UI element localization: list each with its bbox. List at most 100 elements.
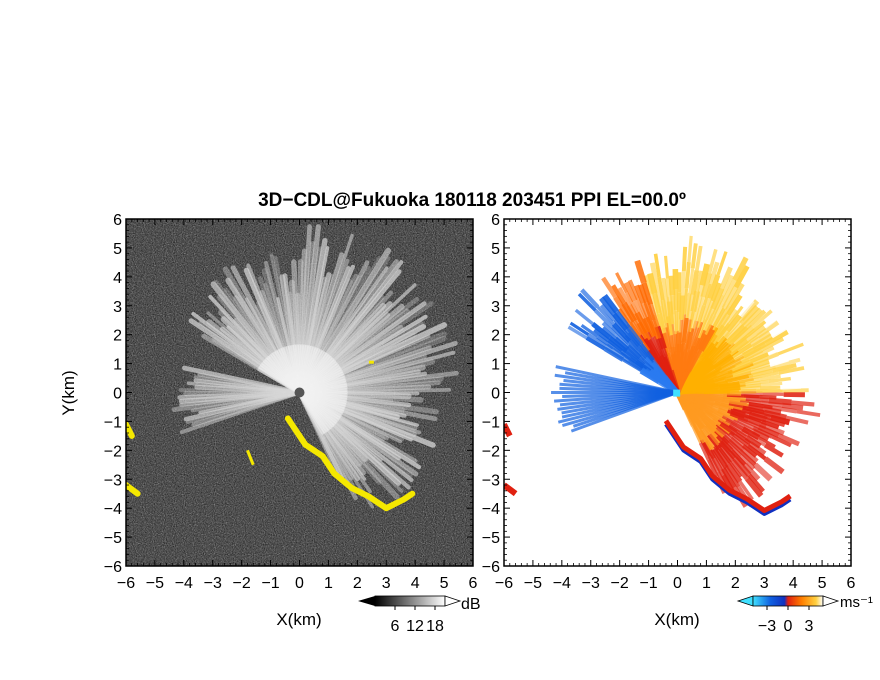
velocity-ray-segment <box>733 416 755 430</box>
velocity-ray-segment <box>720 274 734 296</box>
velocity-ray-segment <box>680 314 686 341</box>
velocity-ray-segment <box>749 330 772 348</box>
velocity-ray-west <box>570 391 679 433</box>
y-tick-label: −6 <box>104 559 122 576</box>
velocity-ray-segment <box>733 265 750 289</box>
velocity-ray-segment <box>611 284 626 305</box>
velocity-ray-segment <box>751 409 772 421</box>
velocity-ray-segment <box>639 368 661 385</box>
velocity-edge-left <box>504 422 513 438</box>
velocity-ray-segment <box>781 325 806 341</box>
velocity-ray-segment <box>725 313 742 333</box>
velocity-ray-segment <box>611 312 629 332</box>
velocity-ray-segment <box>700 272 712 298</box>
x-tick-label: −6 <box>117 575 135 592</box>
velocity-ray-segment <box>634 284 646 305</box>
velocity-ray-segment <box>668 275 676 296</box>
velocity-ray-segment <box>795 357 821 368</box>
velocity-ray-segment <box>569 321 590 336</box>
velocity-ray-segment <box>695 270 703 292</box>
x-tick-label: 6 <box>469 575 478 592</box>
velocity-ray-segment <box>745 324 767 343</box>
x-tick-label: −2 <box>611 575 629 592</box>
velocity-ray-segment <box>803 361 830 370</box>
velocity-ray-segment <box>753 371 780 380</box>
velocity-ray-segment <box>690 290 700 312</box>
velocity-ray-segment <box>725 323 747 345</box>
x-tick-label: −2 <box>233 575 251 592</box>
colorbar-tick-label: −3 <box>758 618 776 635</box>
velocity-ray-segment <box>660 299 669 324</box>
velocity-ray-segment <box>727 374 754 386</box>
velocity-ray-segment <box>759 291 779 311</box>
x-tick-label: 1 <box>324 575 333 592</box>
velocity-ray-segment <box>742 341 767 359</box>
yellow-echo-left-edge-upper <box>126 421 135 439</box>
y-tick-label: −3 <box>482 472 500 489</box>
x-tick-label: 3 <box>382 575 391 592</box>
x-tick-label: 2 <box>353 575 362 592</box>
velocity-colorbar-right-arrow <box>822 595 840 607</box>
velocity-ray-segment <box>763 409 787 421</box>
colorbar-tick-label: 12 <box>406 618 424 635</box>
velocity-ray-segment <box>759 385 781 390</box>
velocity-ray-segment <box>730 359 751 372</box>
velocity-ray-segment <box>728 305 744 325</box>
velocity-ray-segment <box>728 433 745 448</box>
x-tick-label: −5 <box>524 575 542 592</box>
velocity-ray-segment <box>729 448 747 467</box>
velocity-ray-segment <box>731 342 753 359</box>
y-tick-label: 1 <box>113 357 122 374</box>
velocity-ray-segment <box>636 298 648 319</box>
velocity-origin-marker <box>673 389 681 397</box>
velocity-ray-segment <box>773 337 794 350</box>
velocity-ray-segment <box>688 268 695 294</box>
y-tick-label: 6 <box>113 212 122 229</box>
velocity-ray-segment <box>665 315 673 336</box>
velocity-ray-segment <box>726 370 752 382</box>
velocity-ray-segment <box>782 378 804 387</box>
velocity-ray-segment <box>722 308 738 328</box>
velocity-ray-segment <box>694 284 705 308</box>
y-tick-label: −2 <box>104 443 122 460</box>
velocity-ray-segment <box>710 287 725 311</box>
velocity-ray-segment <box>756 320 780 339</box>
velocity-ray-segment <box>731 459 750 481</box>
velocity-ray-segment <box>728 421 749 437</box>
velocity-ray-segment <box>716 251 728 276</box>
velocity-ray-segment <box>777 342 804 356</box>
velocity-ray-segment <box>702 283 713 307</box>
velocity-ray-segment <box>625 291 639 314</box>
velocity-ray-segment <box>681 246 688 272</box>
velocity-ray-segment <box>653 253 661 278</box>
velocity-ray-segment <box>747 473 765 493</box>
velocity-ray-segment <box>665 278 673 302</box>
velocity-ray-segment <box>604 343 626 361</box>
velocity-ray-segment <box>649 294 659 315</box>
velocity-ray-segment <box>746 320 767 338</box>
velocity-ray-segment <box>780 371 802 378</box>
velocity-ray-segment <box>746 443 767 461</box>
velocity-ray-segment <box>684 261 691 289</box>
velocity-ray-segment <box>617 286 631 307</box>
velocity-ray-segment <box>739 287 758 309</box>
y-tick-label: −4 <box>482 501 500 518</box>
yellow-speck <box>368 360 374 364</box>
velocity-ray-segment <box>687 235 693 263</box>
velocity-ray-segment <box>759 374 781 382</box>
velocity-ray-segment <box>642 316 657 338</box>
velocity-ray-segment <box>680 271 686 296</box>
velocity-ray-segment <box>738 448 757 467</box>
velocity-ray-segment <box>613 295 631 318</box>
colorbar-tick-label: 18 <box>426 618 444 635</box>
velocity-ray-segment <box>594 309 614 329</box>
velocity-ray-segment <box>751 333 773 350</box>
velocity-ray-segment <box>602 293 619 314</box>
velocity-ray-segment <box>763 311 784 329</box>
velocity-ray-segment <box>750 362 771 372</box>
velocity-ray-segment <box>785 415 809 425</box>
velocity-ray-segment <box>796 409 821 417</box>
velocity-ray-segment <box>728 436 746 452</box>
velocity-ray-segment <box>749 352 769 364</box>
